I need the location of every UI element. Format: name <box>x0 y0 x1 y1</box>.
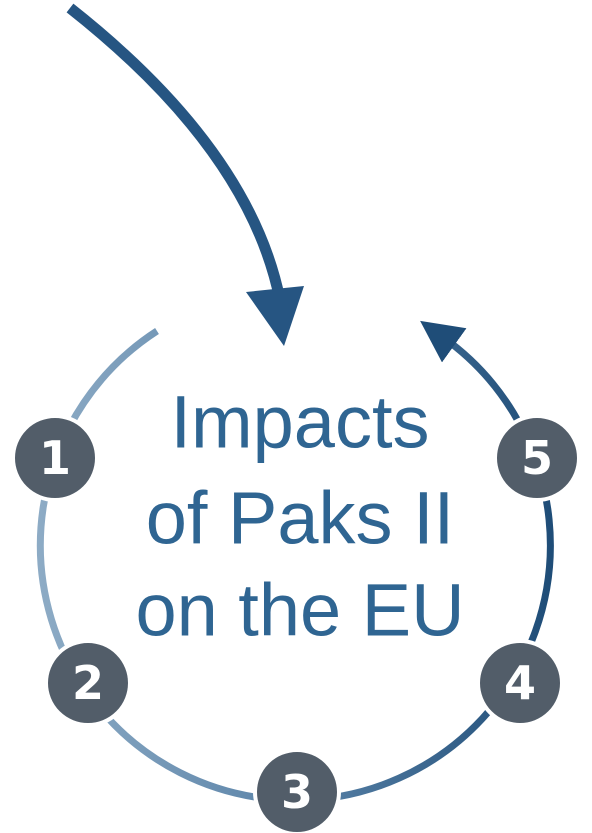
title-line: on the EU <box>135 569 464 652</box>
node: 1 <box>11 414 99 502</box>
title-line: of Paks II <box>146 477 454 560</box>
node-circle <box>476 639 564 727</box>
node-label: 1 <box>39 431 71 485</box>
node: 3 <box>253 748 341 833</box>
node-circle <box>253 748 341 833</box>
incoming-arrow <box>66 3 286 302</box>
title-line: Impacts <box>170 381 429 464</box>
node-label: 3 <box>281 765 313 819</box>
node-label: 5 <box>521 431 553 485</box>
node-label: 4 <box>504 656 536 710</box>
node-circle <box>493 414 581 502</box>
node-circle <box>11 414 99 502</box>
node-label: 2 <box>72 656 104 710</box>
node: 4 <box>476 639 564 727</box>
node: 5 <box>493 414 581 502</box>
node-circle <box>44 639 132 727</box>
node: 2 <box>44 639 132 727</box>
incoming-arrowhead <box>246 286 304 346</box>
